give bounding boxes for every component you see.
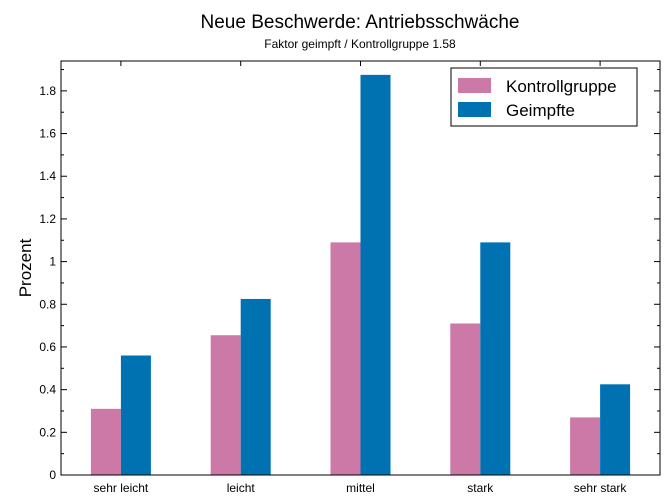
bar-geimpfte-3 (480, 242, 511, 475)
bar-geimpfte-4 (600, 384, 631, 475)
chart-subtitle: Faktor geimpft / Kontrollgruppe 1.58 (264, 37, 456, 51)
y-tick-label: 1.6 (39, 127, 56, 141)
y-tick-label: 0.8 (39, 297, 56, 311)
legend-swatch-geimpfte (458, 102, 491, 117)
y-axis-label: Prozent (16, 238, 35, 297)
legend-swatch-kontrollgruppe (458, 78, 491, 93)
x-tick-label: leicht (227, 481, 256, 495)
y-tick-label: 0.2 (39, 425, 56, 439)
y-tick-label: 1 (49, 255, 56, 269)
x-tick-label: sehr leicht (94, 481, 149, 495)
y-tick-label: 0.4 (39, 383, 56, 397)
chart-title: Neue Beschwerde: Antriebsschwäche (201, 12, 520, 33)
legend-label-kontrollgruppe: Kontrollgruppe (506, 77, 617, 96)
x-tick-label: mittel (346, 481, 375, 495)
axes-group: 0 0.2 0.4 0.6 0.8 1 1.2 1.4 1.6 1.8 sehr leicht lei… (39, 60, 661, 495)
y-tick-label: 1.4 (39, 169, 56, 183)
bars-group (90, 74, 631, 476)
x-tick-label: sehr stark (574, 481, 628, 495)
bar-kontrollgruppe-4 (570, 417, 601, 475)
bar-geimpfte-0 (120, 355, 151, 475)
y-tick-label: 1.8 (39, 84, 56, 98)
bar-geimpfte-1 (240, 298, 271, 475)
bar-kontrollgruppe-0 (90, 408, 121, 475)
y-tick-label: 1.2 (39, 212, 56, 226)
bar-geimpfte-2 (360, 74, 391, 476)
bar-kontrollgruppe-2 (330, 242, 361, 475)
legend-label-geimpfte: Geimpfte (506, 101, 575, 120)
y-tick-label: 0.6 (39, 340, 56, 354)
bar-kontrollgruppe-1 (210, 335, 241, 475)
y-tick-label: 0 (49, 468, 56, 482)
x-tick-label: stark (467, 481, 494, 495)
legend: Kontrollgruppe Geimpfte (450, 67, 638, 127)
bar-kontrollgruppe-3 (450, 323, 481, 475)
